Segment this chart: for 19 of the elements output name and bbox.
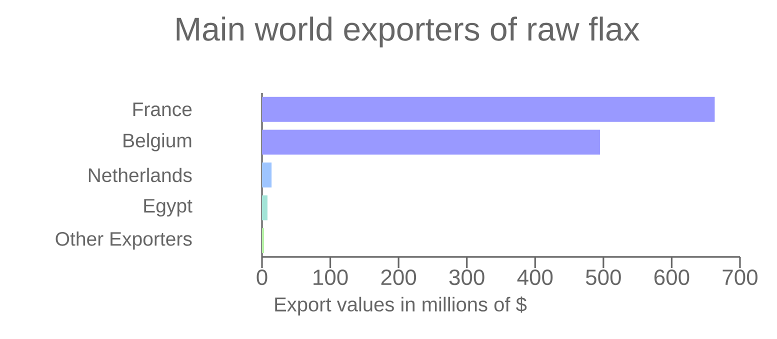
x-tick-label: 700 [722, 270, 758, 286]
chart-title: Main world exporters of raw flax [176, 16, 640, 48]
y-tick-label: Other Exporters [56, 232, 192, 250]
x-tick-label: 300 [449, 270, 484, 286]
bar [262, 96, 715, 122]
x-tick-label: 0 [256, 270, 268, 286]
y-tick-label: France [133, 102, 192, 116]
x-axis-title: Export values in millions of $ [275, 296, 527, 316]
x-tick-label: 200 [381, 270, 416, 286]
x-tick-label: 600 [654, 270, 690, 286]
x-tick-label: 100 [314, 270, 348, 286]
bar [262, 195, 268, 220]
y-tick-label: Belgium [124, 133, 192, 152]
x-tick-label: 500 [586, 270, 621, 286]
y-tick-label: Netherlands [88, 168, 192, 182]
x-tick-label: 400 [517, 270, 553, 286]
bar [262, 162, 272, 188]
bar [262, 130, 600, 155]
y-tick-label: Egypt [144, 199, 192, 217]
